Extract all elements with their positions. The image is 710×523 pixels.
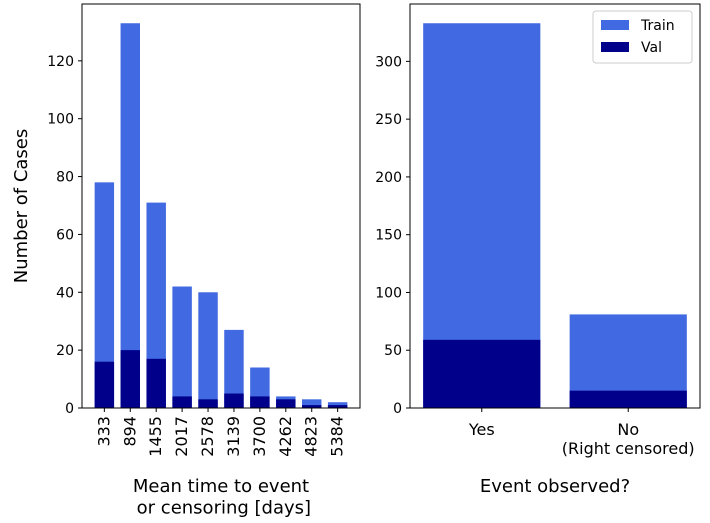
y-tick-label: 40 — [56, 285, 74, 301]
bar — [198, 399, 218, 408]
bar — [569, 390, 687, 408]
y-tick-label: 0 — [65, 401, 74, 417]
bar — [94, 182, 115, 408]
bar — [302, 399, 322, 408]
x-tick-label: 333 — [94, 416, 113, 447]
x-tick-label: 894 — [120, 416, 139, 447]
x-tick-label: 3139 — [224, 416, 243, 457]
legend-swatch — [601, 42, 629, 52]
legend-label: Train — [640, 18, 675, 34]
bar — [120, 350, 140, 408]
legend-swatch — [601, 20, 629, 30]
bar — [172, 286, 192, 408]
x-tick-label: 2017 — [172, 416, 191, 457]
bar — [224, 329, 244, 408]
y-tick-label: 250 — [375, 112, 402, 128]
x-tick-label: 2578 — [198, 416, 217, 457]
y-tick-label: 80 — [56, 170, 74, 186]
bar — [120, 23, 140, 408]
y-tick-label: 200 — [375, 170, 402, 186]
x-tick-label: No (Right censored) — [562, 420, 695, 458]
x-axis-label: Mean time to event or censoring [days] — [131, 476, 311, 519]
bar — [224, 393, 244, 408]
y-axis-label: Number of Cases — [11, 129, 32, 284]
x-tick-label: 5384 — [328, 416, 347, 457]
y-tick-label: 300 — [375, 54, 402, 70]
bar — [250, 396, 270, 408]
bar — [198, 292, 218, 408]
x-tick-label: 1455 — [146, 416, 165, 457]
bar — [276, 399, 296, 408]
legend-label: Val — [641, 40, 662, 56]
bar — [146, 202, 166, 408]
axes-frame — [81, 3, 361, 409]
x-tick-label: 4823 — [302, 416, 321, 457]
y-tick-label: 20 — [56, 343, 74, 359]
y-tick-label: 50 — [384, 343, 402, 359]
y-tick-label: 0 — [393, 401, 402, 417]
bar — [146, 358, 166, 408]
bar — [172, 396, 192, 408]
y-tick-label: 100 — [375, 285, 402, 301]
bar — [94, 361, 115, 408]
axes-frame — [409, 3, 701, 409]
y-tick-label: 120 — [47, 54, 74, 70]
bar — [302, 405, 322, 408]
bar — [327, 405, 348, 408]
x-tick-label: Yes — [468, 420, 495, 439]
x-tick-label: 4262 — [276, 416, 295, 457]
y-tick-label: 60 — [56, 227, 74, 243]
x-tick-label: 3700 — [250, 416, 269, 457]
x-axis-label: Event observed? — [480, 476, 630, 497]
y-tick-label: 100 — [47, 112, 74, 128]
bar — [423, 339, 541, 408]
y-tick-label: 150 — [375, 228, 402, 244]
